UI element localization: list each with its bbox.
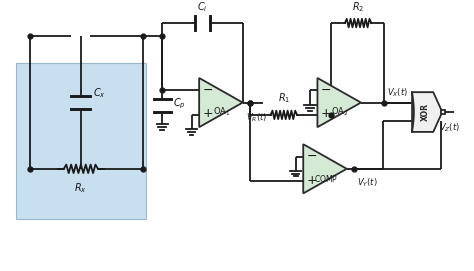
- Text: $V_X(t)$: $V_X(t)$: [386, 86, 408, 99]
- Polygon shape: [303, 144, 347, 193]
- Text: $+$: $+$: [306, 174, 318, 187]
- Text: $R_2$: $R_2$: [352, 0, 365, 14]
- Text: $V_R(t)$: $V_R(t)$: [246, 111, 267, 124]
- Bar: [441, 110, 445, 114]
- Text: $R_x$: $R_x$: [74, 181, 87, 195]
- Text: $V_Y(t)$: $V_Y(t)$: [357, 176, 378, 189]
- Text: $+$: $+$: [202, 107, 213, 120]
- Text: XOR: XOR: [421, 103, 430, 121]
- Polygon shape: [199, 78, 243, 127]
- Text: $+$: $+$: [320, 107, 332, 120]
- Text: $-$: $-$: [202, 83, 213, 96]
- Text: $\mathrm{OA_1}$: $\mathrm{OA_1}$: [213, 106, 231, 118]
- Polygon shape: [412, 92, 442, 132]
- Text: $C_p$: $C_p$: [173, 96, 185, 111]
- Text: $V_Z(t)$: $V_Z(t)$: [439, 121, 460, 134]
- Text: $C_i$: $C_i$: [197, 0, 208, 14]
- Text: $-$: $-$: [320, 83, 331, 96]
- Text: $C_x$: $C_x$: [93, 86, 106, 100]
- Text: $R_1$: $R_1$: [278, 92, 290, 105]
- Text: $\mathrm{OA_2}$: $\mathrm{OA_2}$: [331, 106, 349, 118]
- Text: $\mathrm{COMP}$: $\mathrm{COMP}$: [314, 173, 338, 184]
- Bar: [16, 63, 146, 219]
- Text: $-$: $-$: [306, 149, 317, 162]
- Polygon shape: [318, 78, 361, 127]
